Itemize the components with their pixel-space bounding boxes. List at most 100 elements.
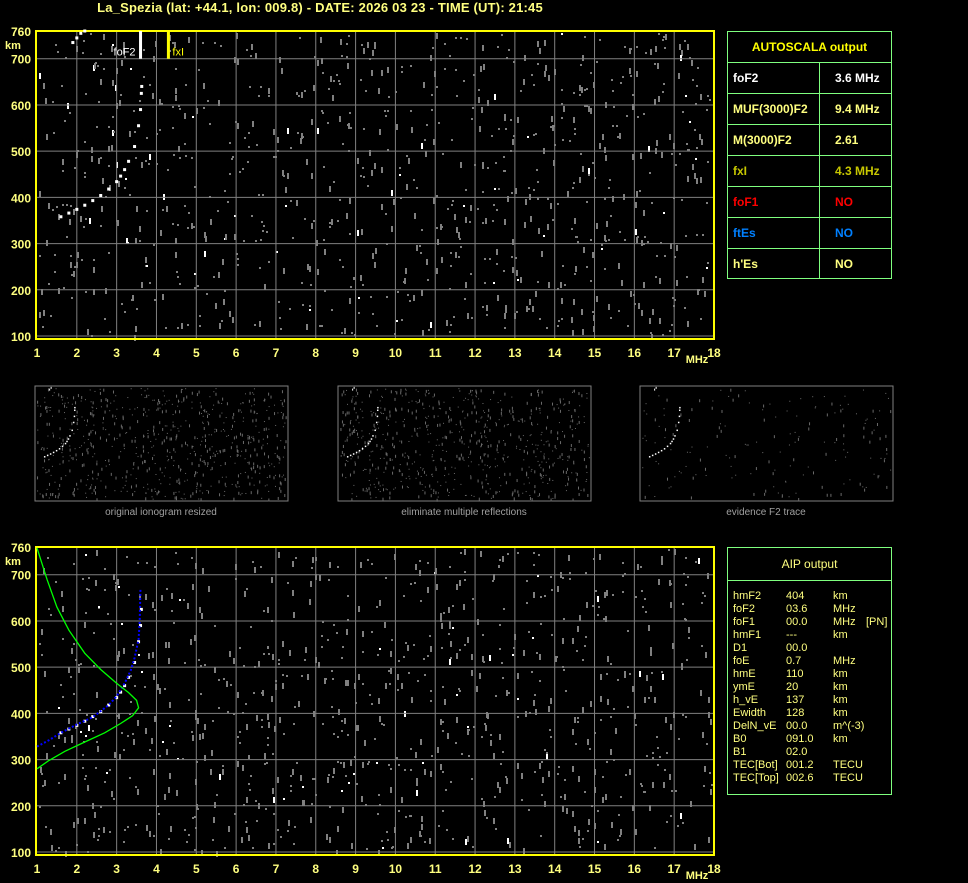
noise-echo (632, 154, 634, 160)
noise-echo (593, 82, 595, 88)
noise-echo (163, 395, 165, 397)
x-tick-label: 8 (312, 346, 319, 360)
trace-echo-point (79, 31, 83, 35)
noise-echo (362, 469, 364, 471)
noise-echo (217, 210, 219, 212)
noise-echo (93, 632, 95, 634)
noise-echo (62, 159, 64, 165)
noise-echo (50, 406, 52, 408)
noise-echo (617, 136, 619, 138)
noise-echo (152, 457, 154, 461)
noise-echo (145, 594, 147, 600)
noise-echo (191, 731, 193, 733)
trace-echo-point (654, 453, 657, 455)
noise-echo (102, 422, 104, 424)
noise-echo (134, 408, 136, 410)
noise-echo (436, 268, 438, 274)
noise-echo (176, 497, 178, 501)
marker-label-foF2: foF2 (114, 47, 136, 59)
noise-echo (302, 304, 304, 306)
noise-echo (184, 498, 186, 500)
noise-echo (636, 71, 638, 77)
noise-echo (100, 806, 102, 808)
noise-echo (635, 596, 637, 598)
noise-echo (62, 456, 64, 458)
noise-echo (562, 398, 564, 400)
noise-echo (266, 231, 268, 233)
noise-echo (423, 470, 425, 474)
noise-echo (495, 422, 497, 424)
noise-echo (345, 459, 347, 461)
noise-echo (297, 132, 299, 134)
noise-echo (95, 431, 97, 435)
noise-echo (398, 469, 400, 473)
noise-echo (382, 447, 384, 449)
noise-echo (538, 407, 540, 409)
noise-echo (417, 391, 419, 393)
noise-echo (86, 496, 88, 498)
noise-echo (350, 458, 352, 460)
noise-echo (177, 224, 179, 226)
noise-echo (435, 468, 437, 472)
trace-echo-point (52, 451, 55, 454)
noise-echo (658, 425, 660, 427)
noise-echo (245, 449, 247, 453)
noise-echo (577, 721, 579, 723)
noise-echo (305, 647, 307, 653)
noise-echo (248, 757, 250, 759)
noise-echo (166, 425, 168, 427)
noise-echo (245, 492, 247, 494)
noise-echo (443, 422, 445, 424)
noise-echo (236, 445, 238, 449)
noise-echo (604, 844, 606, 850)
noise-echo (655, 46, 657, 52)
noise-echo (762, 409, 764, 411)
noise-echo (176, 479, 178, 483)
noise-echo (187, 445, 189, 447)
noise-echo (658, 463, 660, 465)
noise-echo (495, 162, 497, 164)
noise-echo (686, 143, 688, 145)
noise-echo (471, 434, 473, 438)
autoscala-row: fxI 4.3 MHz (728, 156, 891, 187)
noise-echo (539, 464, 541, 466)
aip-title: AIP output (728, 548, 891, 581)
noise-echo (453, 316, 455, 318)
noise-echo (357, 158, 359, 164)
noise-echo (135, 786, 137, 788)
noise-echo (266, 476, 268, 478)
noise-echo (420, 252, 422, 254)
noise-echo (479, 673, 481, 679)
noise-echo (85, 612, 87, 614)
noise-echo (158, 479, 160, 481)
noise-echo (675, 164, 677, 166)
noise-echo (602, 776, 604, 778)
noise-echo (779, 451, 781, 453)
noise-echo (514, 489, 516, 493)
noise-echo (172, 414, 174, 416)
noise-echo (579, 615, 581, 621)
noise-echo (184, 829, 186, 831)
noise-echo (53, 392, 55, 394)
noise-echo (347, 436, 349, 438)
noise-echo (296, 92, 298, 94)
noise-echo (365, 469, 367, 471)
noise-echo (601, 244, 603, 246)
noise-echo (404, 711, 406, 717)
noise-echo (41, 629, 43, 635)
noise-echo (481, 443, 483, 445)
noise-echo (258, 194, 260, 196)
noise-echo (268, 416, 270, 420)
x-tick-label: 11 (429, 346, 442, 360)
noise-echo (381, 395, 383, 397)
noise-echo (629, 48, 631, 54)
x-tick-label: 2 (73, 346, 80, 360)
noise-echo (273, 476, 275, 480)
noise-echo (104, 568, 106, 570)
noise-echo (573, 460, 575, 464)
noise-echo (105, 438, 107, 442)
noise-echo (245, 393, 247, 395)
noise-echo (208, 422, 210, 426)
noise-echo (77, 818, 79, 824)
noise-echo (226, 435, 228, 437)
